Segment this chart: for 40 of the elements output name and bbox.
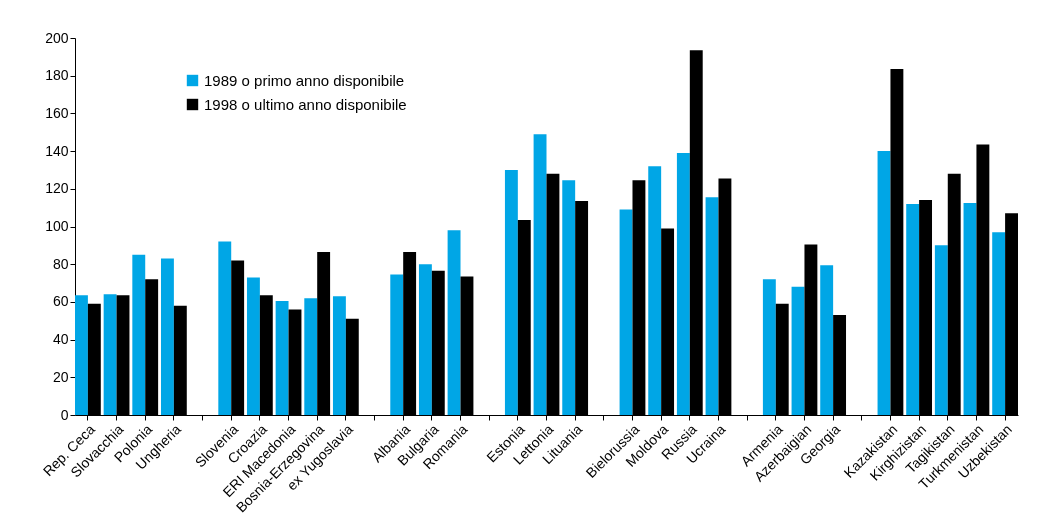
bar: [619, 209, 633, 415]
bar: [791, 286, 805, 415]
bar: [132, 254, 146, 415]
bar: [562, 180, 576, 415]
bar: [992, 232, 1006, 415]
bar: [877, 151, 891, 415]
bar: [447, 230, 461, 415]
bar: [246, 277, 260, 415]
bar: [906, 203, 920, 415]
bar: [648, 166, 662, 415]
bar: [332, 296, 346, 415]
y-tick-label: 100: [45, 218, 69, 234]
y-tick-label: 80: [52, 255, 69, 272]
bar: [75, 295, 88, 415]
y-tick-label: 200: [45, 29, 69, 46]
bar: [418, 264, 432, 415]
bar: [275, 300, 289, 415]
legend-label: 1989 o primo anno disponibile: [204, 71, 405, 89]
bar: [504, 169, 518, 415]
bar: [160, 258, 174, 415]
y-tick-label: 120: [45, 180, 69, 197]
bar: [304, 298, 318, 415]
y-tick-label: 0: [60, 406, 69, 423]
bar: [963, 202, 977, 415]
bar: [705, 197, 719, 415]
bar: [390, 274, 404, 415]
bar: [934, 245, 948, 415]
y-tick-label: 140: [45, 142, 69, 159]
bar: [676, 152, 690, 415]
bar: [820, 265, 834, 415]
bar: [218, 241, 232, 415]
bar: [103, 294, 117, 415]
bar: [762, 279, 776, 415]
y-tick-label: 160: [45, 104, 69, 121]
y-tick-label: 60: [52, 293, 69, 310]
bar: [533, 134, 547, 415]
y-tick-label: 40: [52, 331, 69, 348]
y-tick-label: 180: [45, 67, 69, 84]
y-tick-label: 20: [52, 368, 69, 385]
legend-label: 1998 o ultimo anno disponibile: [204, 95, 407, 113]
